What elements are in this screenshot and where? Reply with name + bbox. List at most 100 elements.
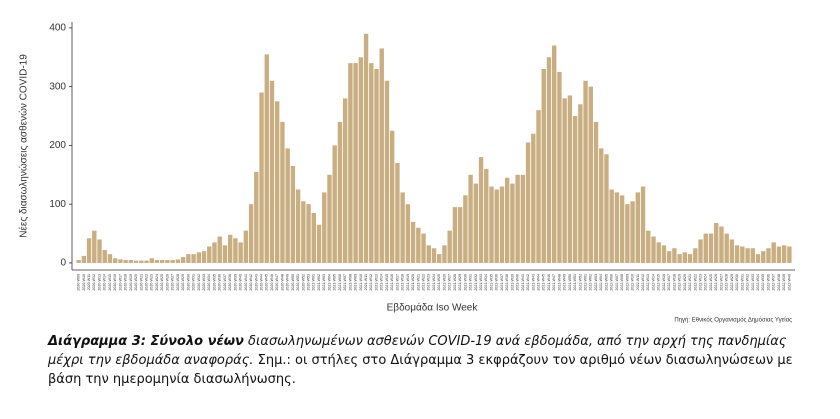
bar (405, 204, 411, 263)
bar (149, 258, 154, 263)
x-tick-label: 2021-W18 (401, 274, 405, 291)
bar (447, 230, 452, 263)
x-tick-label: 2022-W29 (730, 274, 734, 291)
x-tick-label: 2021-W45 (542, 274, 546, 291)
bar (593, 121, 599, 263)
x-tick-label: 2020-W38 (228, 274, 232, 291)
caption-bold: Διάγραμμα 3: Σύνολο νέων (48, 334, 244, 349)
x-tick-label: 2020-W09 (77, 274, 81, 291)
x-tick-label: 2021-W48 (557, 274, 561, 291)
x-tick-label: 2020-W49 (286, 274, 290, 291)
bar (369, 63, 374, 263)
bar (316, 224, 322, 263)
bar (619, 195, 625, 263)
bar (437, 254, 442, 263)
bar (295, 189, 301, 263)
x-tick-label: 2021-W22 (422, 274, 426, 291)
x-tick-label: 2020-W51 (296, 274, 300, 291)
x-tick-label: 2022-W07 (615, 274, 619, 291)
x-tick-label: 2021-W41 (521, 274, 525, 291)
bar (478, 157, 484, 263)
bar (290, 165, 296, 263)
bar (771, 242, 776, 263)
x-tick-label: 2022-W28 (725, 274, 729, 291)
bar (92, 230, 97, 263)
x-tick-label: 2021-W49 (563, 274, 567, 291)
bar (128, 260, 134, 263)
x-tick-label: 2021-W14 (380, 274, 384, 291)
x-tick-label: 2020-W11 (87, 274, 91, 290)
bar (238, 242, 243, 263)
bar (651, 236, 656, 263)
bar (489, 186, 494, 263)
bar (76, 260, 81, 263)
x-tick-label: 2020-W34 (207, 274, 211, 291)
x-tick-label: 2020-W27 (171, 274, 175, 291)
x-tick-label: 2020-W23 (150, 274, 154, 291)
bar (311, 212, 316, 263)
x-tick-label: 2022-W02 (589, 274, 593, 291)
x-tick-label: 2021-W27 (448, 274, 452, 291)
bar (708, 233, 714, 263)
y-tick-label: 200 (49, 140, 66, 151)
bar (233, 238, 238, 263)
x-tick-label: 2021-W12 (369, 274, 373, 291)
bar (123, 260, 128, 263)
x-tick-label: 2020-W18 (124, 274, 128, 291)
bar (677, 254, 682, 263)
x-tick-label: 2020-W25 (160, 274, 164, 291)
x-tick-label: 2020-W31 (192, 274, 196, 291)
bar (787, 246, 792, 263)
bar (384, 80, 390, 263)
bar (536, 110, 541, 263)
bar (431, 248, 437, 263)
x-tick-label: 2020-W35 (212, 274, 216, 291)
bar (118, 259, 123, 263)
x-tick-label: 2022-W22 (693, 274, 697, 291)
x-tick-label: 2021-W40 (516, 274, 520, 291)
x-tick-label: 2022-W17 (667, 274, 671, 291)
x-tick-label: 2021-W15 (385, 274, 389, 291)
x-tick-label: 2020-W16 (113, 274, 117, 291)
bar (374, 69, 379, 263)
bar (457, 207, 463, 263)
bar (698, 239, 703, 263)
x-tick-label: 2021-W04 (327, 274, 331, 291)
bar (264, 54, 269, 263)
x-tick-label: 2022-W13 (646, 274, 650, 291)
x-tick-label: 2020-W41 (244, 274, 248, 291)
x-tick-label: 2022-W06 (610, 274, 614, 291)
x-tick-label: 2021-W50 (568, 274, 572, 291)
bar (306, 204, 311, 263)
x-tick-label: 2021-W32 (474, 274, 478, 291)
bar (609, 189, 614, 263)
x-tick-label: 2021-W33 (479, 274, 483, 291)
x-tick-label: 2022-W04 (599, 274, 603, 291)
x-axis-label: Εβδομάδα Iso Week (387, 302, 479, 314)
bar (107, 254, 113, 263)
bar (113, 258, 118, 263)
bar (504, 177, 510, 263)
bar (389, 130, 395, 263)
bar (682, 252, 688, 263)
bar (133, 260, 139, 263)
x-tick-label: 2020-W37 (223, 274, 227, 291)
x-tick-label: 2021-W36 (495, 274, 499, 291)
bar (520, 174, 526, 263)
bar (154, 260, 160, 263)
x-tick-label: 2022-W01 (584, 274, 588, 291)
x-tick-label: 2021-W34 (484, 274, 488, 291)
bar (484, 168, 489, 263)
bar (259, 92, 264, 263)
x-tick-label: 2021-W17 (395, 274, 399, 291)
x-tick-label: 2020-W50 (291, 274, 295, 291)
x-tick-label: 2020-W30 (186, 274, 190, 291)
bar (322, 192, 327, 263)
bar (426, 245, 431, 263)
bar (269, 80, 275, 263)
bar (672, 248, 677, 263)
x-tick-label: 2021-W13 (374, 274, 378, 291)
bar (781, 245, 787, 263)
x-tick-label: 2020-W32 (197, 274, 201, 291)
